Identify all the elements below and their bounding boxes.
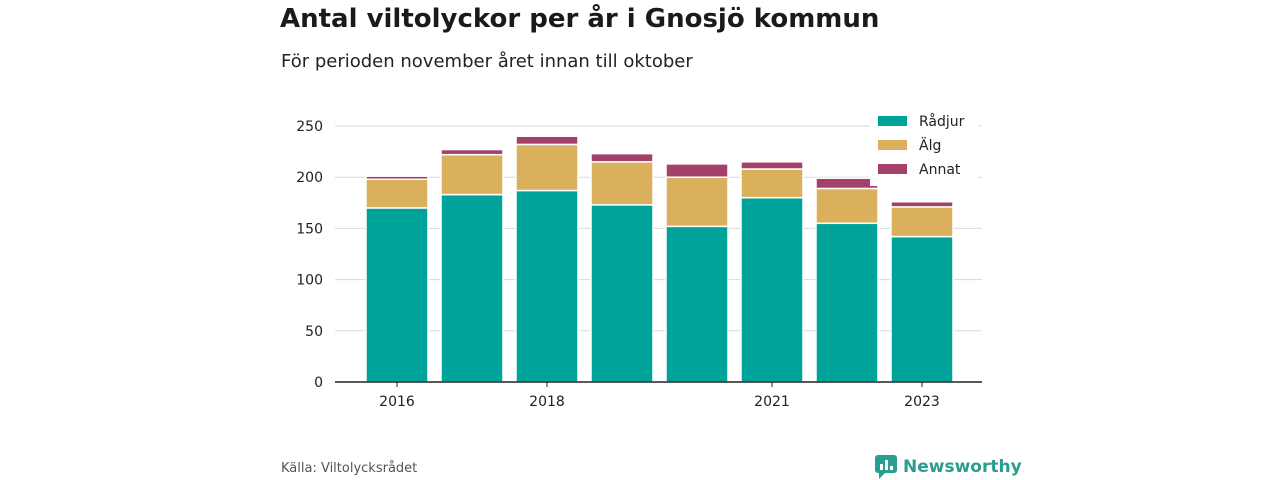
bar-2018-rådjur[interactable] bbox=[515, 189, 579, 383]
bar-2020-älg[interactable] bbox=[665, 176, 729, 228]
legend-label: Annat bbox=[919, 162, 961, 178]
bar-2022-annat[interactable] bbox=[815, 177, 879, 190]
legend-swatch-rådjur bbox=[878, 116, 907, 126]
source-note: Källa: Viltolycksrådet bbox=[281, 461, 418, 476]
bar-2016-älg[interactable] bbox=[365, 178, 429, 209]
legend-label: Älg bbox=[919, 136, 941, 154]
brand-logo: Newsworthy bbox=[875, 455, 1022, 479]
bar-2023-rådjur[interactable] bbox=[890, 235, 954, 383]
axes: 0 50 100 150 200 250 2016 2018 2021 2023 bbox=[296, 119, 982, 410]
chart-title: Antal viltolyckor per år i Gnosjö kommun bbox=[280, 4, 880, 34]
bar-2019-älg[interactable] bbox=[590, 161, 654, 206]
bar-2021-rådjur[interactable] bbox=[740, 196, 804, 383]
bar-2020-rådjur[interactable] bbox=[665, 225, 729, 383]
y-tick-label: 250 bbox=[296, 119, 323, 135]
bar-2016-annat[interactable] bbox=[365, 175, 429, 180]
x-tick-label: 2016 bbox=[379, 394, 415, 410]
bar-2017-rådjur[interactable] bbox=[440, 193, 504, 383]
x-tick-label: 2021 bbox=[754, 394, 790, 410]
y-tick-label: 100 bbox=[296, 273, 323, 289]
bar-2021-annat[interactable] bbox=[740, 161, 804, 170]
x-tick-label: 2018 bbox=[529, 394, 565, 410]
bar-2021-älg[interactable] bbox=[740, 168, 804, 199]
newsworthy-icon bbox=[875, 455, 897, 479]
y-tick-label: 200 bbox=[296, 170, 323, 186]
bar-2017-älg[interactable] bbox=[440, 153, 504, 196]
bar-2018-annat[interactable] bbox=[515, 135, 579, 146]
legend-swatch-älg bbox=[878, 140, 907, 150]
y-tick-label: 50 bbox=[305, 324, 323, 340]
chart-subtitle: För perioden november året innan till ok… bbox=[281, 51, 693, 72]
bar-2019-annat[interactable] bbox=[590, 152, 654, 163]
bar-2019-rådjur[interactable] bbox=[590, 204, 654, 383]
bar-2023-annat[interactable] bbox=[890, 201, 954, 208]
legend: Rådjur Älg Annat bbox=[870, 110, 978, 186]
bars bbox=[365, 135, 954, 383]
legend-label: Rådjur bbox=[919, 113, 965, 130]
bar-2020-annat[interactable] bbox=[665, 163, 729, 178]
bar-2017-annat[interactable] bbox=[440, 148, 504, 156]
bar-2022-rådjur[interactable] bbox=[815, 222, 879, 383]
brand-name: Newsworthy bbox=[903, 457, 1022, 477]
bar-2016-rådjur[interactable] bbox=[365, 207, 429, 383]
y-tick-label: 150 bbox=[296, 221, 323, 237]
bar-2023-älg[interactable] bbox=[890, 206, 954, 238]
bar-2018-älg[interactable] bbox=[515, 143, 579, 192]
bar-2022-älg[interactable] bbox=[815, 187, 879, 225]
y-tick-label: 0 bbox=[314, 375, 323, 391]
legend-swatch-annat bbox=[878, 164, 907, 174]
x-tick-label: 2023 bbox=[904, 394, 940, 410]
